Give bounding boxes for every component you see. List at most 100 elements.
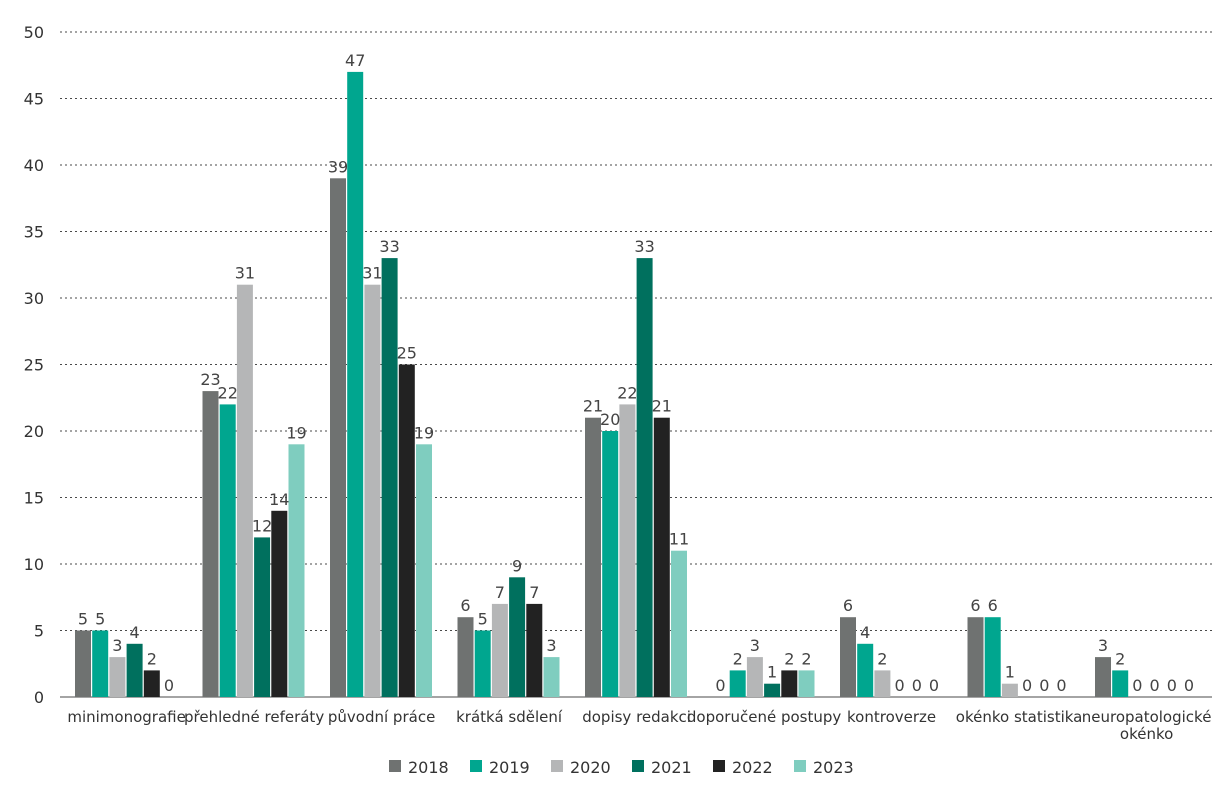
category-label: kontroverze [847, 708, 936, 726]
data-label: 23 [200, 370, 220, 389]
legend-label: 2022 [732, 758, 773, 777]
bar [254, 537, 271, 697]
bar [1112, 670, 1129, 697]
data-label: 2 [733, 649, 743, 668]
bar [271, 510, 288, 697]
y-tick-label: 30 [24, 289, 44, 308]
bar [143, 670, 160, 697]
data-label: 0 [1184, 676, 1194, 695]
y-tick-label: 35 [24, 223, 44, 242]
bar [474, 630, 491, 697]
bar [543, 657, 560, 697]
y-tick-label: 0 [34, 688, 44, 707]
category-label: dopisy redakci [582, 708, 691, 726]
data-label: 47 [345, 51, 365, 70]
data-label: 14 [269, 490, 289, 509]
bar [874, 670, 891, 697]
data-label: 6 [460, 596, 470, 615]
legend-label: 2019 [489, 758, 530, 777]
bar [364, 284, 381, 697]
data-label: 3 [546, 636, 556, 655]
bar [236, 284, 253, 697]
bar [636, 258, 653, 697]
category-label: původní práce [328, 708, 435, 726]
bar [764, 683, 781, 697]
data-label: 19 [286, 423, 306, 442]
bar [75, 630, 91, 697]
legend-label: 2020 [570, 758, 611, 777]
bar [653, 417, 670, 697]
data-label: 21 [583, 397, 603, 416]
legend-swatch [470, 760, 482, 772]
legend-swatch [632, 760, 644, 772]
data-label: 12 [252, 516, 272, 535]
data-label: 7 [529, 583, 539, 602]
bar [126, 643, 143, 697]
bar [288, 444, 305, 697]
category-label: krátká sdělení [456, 708, 563, 726]
data-label: 4 [860, 623, 870, 642]
legend: 2018 2019 2020 2021 2022 2023 [389, 758, 854, 777]
bar [92, 630, 109, 697]
bar [381, 258, 398, 697]
category-label: minimonografie [67, 708, 185, 726]
data-label: 3 [750, 636, 760, 655]
bars [75, 71, 1129, 698]
data-label: 1 [1005, 663, 1015, 682]
data-label: 4 [130, 623, 140, 642]
bar [671, 550, 687, 697]
y-axis-ticks: 0 5 10 15 20 25 30 35 40 45 50 [24, 23, 44, 707]
data-label: 0 [164, 676, 174, 695]
data-label: 22 [218, 383, 238, 402]
data-label: 20 [600, 410, 620, 429]
data-label: 0 [1056, 676, 1066, 695]
data-label: 2 [147, 649, 157, 668]
data-label: 3 [112, 636, 122, 655]
data-label: 0 [715, 676, 725, 695]
data-label: 33 [379, 237, 399, 256]
data-label: 33 [634, 237, 654, 256]
y-tick-label: 15 [24, 489, 44, 508]
bar [1095, 657, 1111, 697]
data-label: 6 [988, 596, 998, 615]
data-label: 6 [843, 596, 853, 615]
data-label: 31 [362, 264, 382, 283]
data-label: 21 [652, 397, 672, 416]
data-label: 31 [235, 264, 255, 283]
bar [1001, 683, 1018, 697]
data-label: 3 [1098, 636, 1108, 655]
category-label: neuropatologické okénko [1082, 708, 1212, 743]
data-label: 25 [397, 344, 417, 363]
data-label: 0 [912, 676, 922, 695]
category-label: doporučené postupy [687, 708, 841, 726]
bar [602, 431, 619, 697]
bar [202, 391, 219, 697]
bar [781, 670, 798, 697]
data-label: 9 [512, 556, 522, 575]
bar [729, 670, 746, 697]
bar [984, 617, 1001, 697]
bar [526, 603, 543, 697]
bar [746, 657, 763, 697]
bar [416, 444, 432, 697]
data-label: 11 [669, 530, 689, 549]
bar [840, 617, 856, 697]
bar [798, 670, 815, 697]
bar [585, 417, 601, 697]
legend-swatch [794, 760, 806, 772]
y-tick-label: 20 [24, 422, 44, 441]
bar [509, 577, 526, 697]
data-label: 39 [328, 157, 348, 176]
data-label: 5 [95, 610, 105, 629]
data-label: 2 [801, 649, 811, 668]
data-label: 5 [478, 610, 488, 629]
data-label: 7 [495, 583, 505, 602]
category-label: okénko statistika [956, 708, 1083, 726]
legend-label: 2018 [408, 758, 449, 777]
data-label: 0 [929, 676, 939, 695]
data-label: 0 [1150, 676, 1160, 695]
data-label: 0 [1167, 676, 1177, 695]
bar [857, 643, 874, 697]
legend-swatch [551, 760, 563, 772]
